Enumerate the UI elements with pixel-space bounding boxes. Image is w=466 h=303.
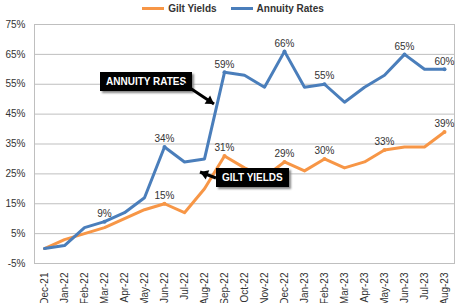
svg-text:Dec-21: Dec-21 bbox=[39, 272, 50, 303]
svg-text:Jan-22: Jan-22 bbox=[59, 272, 70, 303]
svg-text:65%: 65% bbox=[394, 41, 414, 52]
svg-text:Aug-23: Aug-23 bbox=[439, 272, 450, 303]
svg-text:May-23: May-23 bbox=[379, 272, 390, 303]
svg-text:60%: 60% bbox=[434, 56, 454, 67]
svg-text:May-22: May-22 bbox=[139, 272, 150, 303]
svg-text:35%: 35% bbox=[5, 138, 25, 149]
svg-text:Jul-22: Jul-22 bbox=[179, 272, 190, 300]
svg-text:Apr-23: Apr-23 bbox=[359, 272, 370, 302]
svg-text:Aug-22: Aug-22 bbox=[199, 272, 210, 303]
svg-text:Jun-22: Jun-22 bbox=[159, 272, 170, 303]
svg-text:Jun-23: Jun-23 bbox=[399, 272, 410, 303]
svg-text:55%: 55% bbox=[5, 78, 25, 89]
svg-text:30%: 30% bbox=[314, 145, 334, 156]
svg-text:Nov-22: Nov-22 bbox=[259, 272, 270, 303]
svg-text:15%: 15% bbox=[5, 198, 25, 209]
svg-text:25%: 25% bbox=[5, 168, 25, 179]
svg-text:29%: 29% bbox=[274, 148, 294, 159]
svg-text:15%: 15% bbox=[154, 190, 174, 201]
svg-text:39%: 39% bbox=[434, 118, 454, 129]
html-text:Gilt Yields: Gilt Yields bbox=[168, 2, 217, 14]
svg-text:9%: 9% bbox=[97, 208, 112, 219]
svg-text:66%: 66% bbox=[274, 38, 294, 49]
svg-text:Jan-23: Jan-23 bbox=[299, 272, 310, 303]
svg-text:59%: 59% bbox=[214, 59, 234, 70]
svg-text:Sep-22: Sep-22 bbox=[219, 272, 230, 303]
svg-text:Jul-23: Jul-23 bbox=[419, 272, 430, 300]
svg-text:65%: 65% bbox=[5, 49, 25, 60]
html-text:GILT YIELDS: GILT YIELDS bbox=[222, 172, 283, 183]
svg-text:-5%: -5% bbox=[8, 258, 26, 269]
svg-text:34%: 34% bbox=[154, 133, 174, 144]
svg-text:55%: 55% bbox=[314, 70, 334, 81]
svg-text:45%: 45% bbox=[5, 108, 25, 119]
svg-text:Dec-22: Dec-22 bbox=[279, 272, 290, 303]
svg-text:Feb-22: Feb-22 bbox=[79, 272, 90, 303]
svg-text:Oct-22: Oct-22 bbox=[239, 272, 250, 302]
svg-text:5%: 5% bbox=[11, 228, 26, 239]
html-text:ANNUITY RATES: ANNUITY RATES bbox=[106, 76, 187, 87]
svg-text:31%: 31% bbox=[214, 142, 234, 153]
svg-text:Mar-23: Mar-23 bbox=[339, 272, 350, 303]
svg-text:33%: 33% bbox=[374, 136, 394, 147]
svg-text:Feb-23: Feb-23 bbox=[319, 272, 330, 303]
html-text:Annuity Rates: Annuity Rates bbox=[256, 2, 324, 14]
svg-text:Apr-22: Apr-22 bbox=[119, 272, 130, 302]
svg-text:Mar-22: Mar-22 bbox=[99, 272, 110, 303]
svg-text:75%: 75% bbox=[5, 19, 25, 30]
